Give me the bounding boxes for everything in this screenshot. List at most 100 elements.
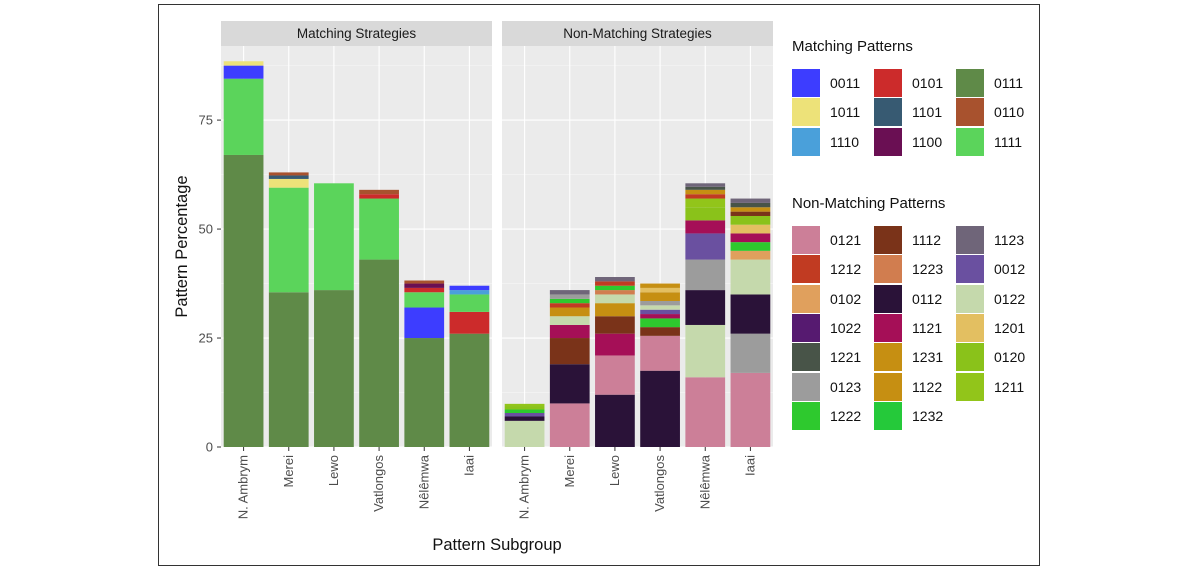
legend-swatch: [792, 372, 820, 401]
legend-label: 1112: [912, 232, 942, 248]
legend-label: 0012: [994, 261, 1026, 278]
bar-segment-1011: [223, 61, 264, 66]
legend-item: 1121: [874, 313, 994, 342]
y-axis-title: Pattern Percentage: [173, 175, 191, 317]
bar-segment-0121: [549, 403, 590, 447]
bar-segment-0120: [685, 207, 726, 221]
legend-label: 1100: [912, 133, 943, 150]
bar-segment-0121: [685, 377, 726, 447]
legend-item: 0101: [874, 69, 994, 97]
x-tick-label: Merei: [281, 455, 296, 488]
bar-segment-1111: [449, 294, 490, 312]
legend-swatch: [792, 255, 820, 284]
legend-swatch: [956, 255, 984, 284]
bar-segment-1201: [730, 224, 771, 234]
bar-segment-1231: [549, 307, 590, 317]
bar-segment-0120: [730, 215, 771, 225]
legend-label: 1211: [994, 378, 1025, 395]
bar-segment-1123: [549, 290, 590, 295]
legend-swatch: [956, 284, 984, 313]
x-axis-title: Pattern Subgroup: [432, 536, 561, 554]
bar-segment-0011: [404, 307, 445, 339]
x-tick-label: Iaai: [461, 455, 476, 476]
legend-item: 1022: [792, 313, 912, 342]
bar-segment-0121: [595, 355, 635, 395]
legend-label: 0112: [912, 290, 943, 307]
bar-segment-1121: [595, 333, 635, 356]
x-tick-label: N. Ambrym: [236, 455, 251, 519]
bar-segment-1112: [549, 338, 590, 365]
legend-swatch: [874, 284, 902, 313]
legend-item: 0112: [874, 284, 994, 313]
bar-segment-1222: [504, 409, 545, 414]
bar-segment-1123: [595, 277, 635, 282]
bar-segment-0110: [359, 189, 399, 195]
stacked-bar-chart: Matching Strategies N. Ambrym Merei Lewo Vat…: [173, 21, 773, 554]
legend-item: 1122: [874, 372, 994, 401]
y-tick-label: 50: [199, 222, 213, 237]
figure-frame: [158, 4, 1040, 566]
legend-item: 0011: [792, 69, 912, 97]
bar-segment-1123: [730, 198, 771, 203]
bar-segment-1111: [404, 292, 445, 308]
legend-item: 1223: [874, 255, 994, 284]
legend-label: 1223: [912, 261, 944, 278]
legend-swatch: [874, 343, 902, 372]
bar-segment-0112: [730, 294, 771, 334]
bar-segment-1112: [595, 316, 635, 334]
legend-label: 1222: [830, 407, 862, 424]
legend-swatch: [792, 313, 820, 342]
bar-segment-0112: [685, 290, 726, 325]
x-tick-label: N. Ambrym: [517, 455, 532, 519]
bar-segment-0111: [449, 333, 490, 447]
legend-label: 1232: [912, 407, 944, 424]
legend-item: 1111: [956, 127, 1076, 156]
bar-segment-0110: [268, 172, 309, 176]
legend-label: 0123: [830, 378, 862, 395]
legend-swatch: [956, 69, 984, 97]
bar-segment-1101: [268, 175, 309, 179]
legend-swatch: [956, 127, 984, 156]
legend-label: 1231: [912, 349, 944, 366]
legend-swatch: [792, 343, 820, 372]
legend-label: 1212: [830, 261, 862, 278]
facet-strip: [502, 21, 773, 46]
y-tick-label: 75: [199, 113, 213, 128]
legend-swatch: [874, 226, 902, 254]
legend-item: 1232: [874, 401, 994, 430]
legend-label: 1121: [912, 319, 943, 336]
legend-label: 1123: [994, 232, 1025, 248]
bar-segment-1211: [685, 198, 726, 208]
legend-item: 1110: [792, 127, 912, 156]
bar-segment-1212: [549, 303, 590, 308]
bar-segment-1201: [640, 287, 680, 293]
bar-segment-1111: [223, 78, 264, 155]
panel-background: [221, 46, 492, 447]
bar-segment-0112: [504, 416, 545, 421]
legend-label: 0120: [994, 349, 1026, 366]
legend-item: 0120: [956, 343, 1076, 372]
legend-label: 0122: [994, 290, 1026, 307]
bar-segment-1231: [595, 303, 635, 317]
bar-segment-1223: [595, 290, 635, 295]
bar-segment-0101: [359, 194, 399, 199]
legend-label: 1110: [830, 133, 860, 150]
legend-swatch: [956, 313, 984, 342]
legend-swatch: [792, 401, 820, 430]
legend-swatch: [874, 69, 902, 97]
legend-item: 1222: [792, 401, 912, 430]
bar-segment-0110: [404, 280, 445, 284]
legend-item: 1201: [956, 313, 1076, 342]
bar-segment-1110: [449, 290, 490, 295]
bar-segment-1211: [504, 403, 545, 407]
non-matching-legend-title: Non-Matching Patterns: [792, 195, 946, 212]
bar-segment-1123: [685, 183, 726, 187]
matching-legend-title: Matching Patterns: [792, 38, 913, 55]
legend-label: 0101: [912, 75, 944, 91]
x-tick-label: Nêlêmwa: [697, 454, 712, 509]
bar-segment-1111: [268, 187, 309, 293]
bar-segment-1121: [640, 314, 680, 319]
bar-segment-1231: [730, 207, 771, 212]
legend-item: 0012: [956, 255, 1076, 284]
bar-segment-0111: [314, 290, 354, 447]
